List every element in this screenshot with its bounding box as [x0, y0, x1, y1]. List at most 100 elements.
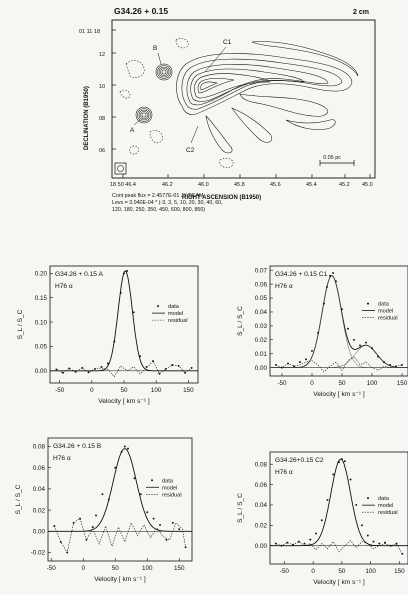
data-point	[178, 528, 181, 531]
data-point	[317, 331, 319, 334]
data-point	[361, 524, 363, 527]
data-point	[165, 538, 168, 541]
data-point	[347, 327, 349, 330]
contour-map: G34.26 + 0.15 2 cm DECLINATION (B1950) R…	[79, 6, 376, 213]
data-point	[139, 355, 142, 358]
dec-tick-labels: 01 11 18 12 10 08 06	[79, 29, 105, 154]
data-point	[395, 365, 397, 368]
map-caption-line3: 120, 180, 250, 350, 450, 600, 800, 850)	[112, 207, 205, 213]
residual-curve	[54, 518, 186, 554]
legend-marker-data	[151, 479, 153, 482]
x-axis-label: Velocity [ km s⁻¹ ]	[94, 576, 146, 583]
y-axis-label: S_L / S_C	[17, 309, 24, 339]
ra-tick-labels: 18 50 46.4 46.2 46.0 45.8 45.6 45.4 45.2…	[110, 182, 373, 188]
map-caption-line2: Levs = 3.040E-04 * (-3, 3, 5, 10, 20, 30…	[112, 200, 223, 206]
legend-label-residual: residual	[378, 316, 398, 322]
data-point	[152, 360, 154, 363]
legend-label-residual: residual	[168, 318, 188, 324]
x-tick-label: 100	[151, 387, 162, 394]
y-tick-label: 0.00	[33, 529, 46, 536]
data-point	[119, 291, 122, 294]
spectrum-panel-c1: -50 0 50 100 150 0.00 0.01 0.02 0.03 0.04 0.05 0.06…	[237, 265, 408, 398]
data-point	[61, 371, 64, 374]
data-point	[95, 514, 97, 517]
data-point	[146, 511, 149, 514]
legend-label-model: model	[378, 309, 393, 315]
data-point	[371, 347, 373, 350]
ra-tick-label: 45.6	[270, 182, 281, 188]
model-component-curve	[270, 345, 408, 368]
x-tick-label: 150	[397, 380, 408, 387]
x-tick-label: 150	[183, 387, 194, 394]
panel-subtitle: H76 α	[275, 469, 293, 476]
spectrum-panel-c2: -50 0 50 100 150 0.00 0.02 0.04 0.06 0.08 G34.26+0…	[237, 451, 408, 586]
data-point	[287, 362, 289, 365]
y-tick-label: 0.08	[255, 461, 268, 468]
x-tick-label: 100	[142, 565, 153, 572]
y-axis-label: S_L / S_C	[15, 484, 22, 514]
plot-frame	[47, 437, 193, 562]
data-point	[355, 503, 358, 506]
ra-tick-label: 18 50 46.4	[110, 182, 136, 188]
data-point	[107, 498, 110, 501]
legend-marker-data	[157, 305, 159, 308]
legend-label-model: model	[162, 485, 177, 491]
y-tick-label: 0.06	[255, 482, 268, 489]
data-point	[377, 355, 379, 358]
scale-bar	[319, 160, 355, 166]
contour-lines	[114, 38, 359, 175]
map-frame	[111, 19, 376, 179]
data-point	[171, 364, 174, 366]
beam-ellipse	[117, 165, 124, 172]
map-scale-label: 2 cm	[353, 9, 369, 16]
data-point	[343, 460, 346, 463]
data-point	[341, 308, 343, 311]
data-point	[359, 344, 361, 347]
data-point	[365, 341, 367, 344]
y-tick-label: 0.02	[33, 507, 46, 514]
x-tick-label: 100	[365, 568, 376, 575]
data-point	[81, 366, 84, 369]
y-tick-label: 0.00	[255, 365, 268, 372]
data-point	[326, 498, 329, 501]
data-point	[332, 272, 334, 274]
data-point	[320, 519, 323, 522]
data-point	[326, 285, 328, 288]
data-point	[127, 447, 129, 450]
data-point	[280, 544, 283, 547]
data-point	[114, 466, 117, 469]
ra-tick-label: 46.2	[162, 182, 173, 188]
dec-tick-label: 08	[99, 116, 105, 122]
legend-label-model: model	[168, 311, 183, 317]
data-point	[297, 540, 300, 543]
model-curve	[48, 448, 192, 532]
data-point	[332, 473, 335, 476]
x-tick-label: 50	[338, 568, 346, 575]
y-tick-label: 0.00	[35, 368, 48, 375]
x-tick-label: 0	[311, 568, 315, 575]
data-point	[389, 363, 391, 366]
scale-bar-label: 0.05 pc	[323, 155, 341, 161]
x-tick-label: -50	[277, 380, 287, 387]
data-point	[123, 272, 125, 275]
map-title: G34.26 + 0.15	[114, 6, 168, 16]
x-tick-label: 150	[394, 568, 405, 575]
panel-subtitle: H76 α	[275, 283, 293, 290]
data-point	[126, 269, 129, 272]
y-tick-label: 0.03	[255, 323, 268, 330]
legend-marker-data	[367, 497, 369, 500]
y-tick-label: 0.10	[35, 319, 48, 326]
data-point	[389, 544, 392, 547]
data-point	[68, 367, 71, 370]
data-point	[87, 371, 90, 374]
x-tick-label: 0	[90, 387, 94, 394]
y-tick-label: 0.02	[255, 523, 268, 530]
data-point	[305, 358, 307, 361]
data-point	[132, 311, 135, 314]
x-tick-label: 100	[367, 380, 378, 387]
data-point	[100, 365, 103, 368]
y-tick-label: -0.02	[31, 550, 46, 557]
data-point	[164, 367, 167, 370]
x-tick-label: 150	[174, 565, 185, 572]
data-point	[286, 541, 289, 544]
